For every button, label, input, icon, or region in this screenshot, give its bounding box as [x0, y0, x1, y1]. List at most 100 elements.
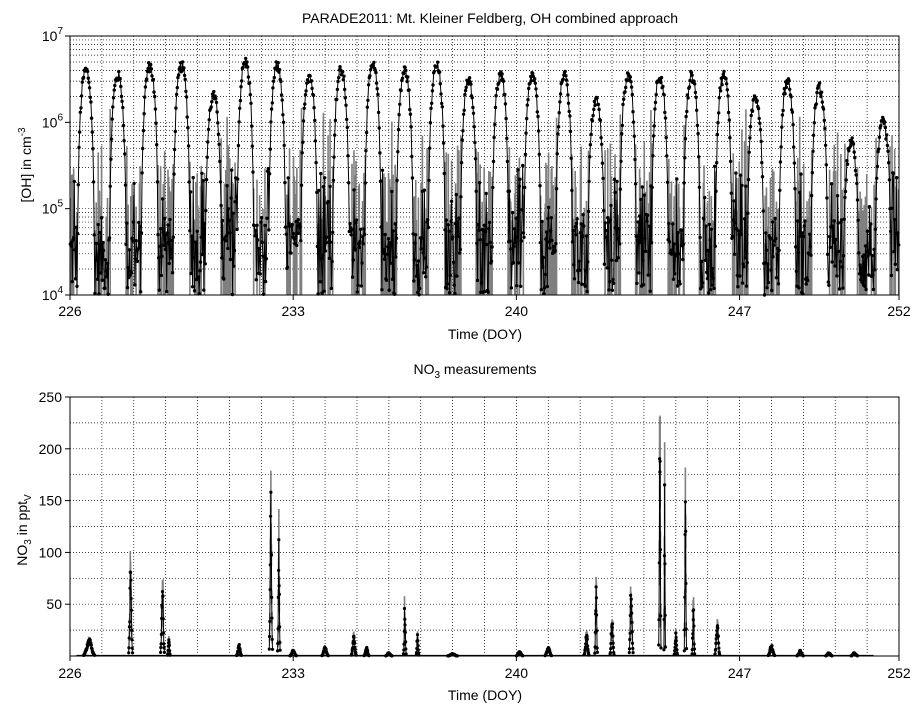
- oh-y-tick-exponent: 5: [57, 199, 63, 210]
- oh-data-point: [672, 242, 676, 246]
- no3-data-point: [684, 627, 688, 631]
- oh-data-point: [885, 133, 889, 137]
- no3-data-point: [416, 639, 420, 643]
- oh-data-point: [819, 90, 824, 94]
- oh-data-point: [358, 227, 363, 231]
- oh-data-point: [574, 221, 579, 226]
- oh-data-point: [507, 189, 512, 193]
- no3-data-point: [716, 626, 720, 630]
- oh-data-point: [81, 75, 86, 80]
- oh-chart-panel: PARADE2011: Mt. Kleiner Feldberg, OH com…: [17, 10, 911, 342]
- oh-data-point: [580, 235, 585, 239]
- oh-data-point: [214, 96, 218, 101]
- oh-data-point: [488, 240, 492, 245]
- oh-data-point: [295, 243, 299, 248]
- oh-data-point: [871, 287, 876, 292]
- oh-data-point: [142, 112, 146, 116]
- oh-data-point: [321, 253, 325, 258]
- oh-data-point: [717, 111, 721, 115]
- oh-data-point: [178, 65, 182, 70]
- no3-uncertainty-bars: [84, 415, 855, 654]
- oh-data-point: [851, 142, 856, 146]
- oh-data-point: [101, 248, 106, 253]
- oh-data-point: [525, 103, 529, 107]
- no3-data-point: [608, 651, 613, 655]
- oh-data-point: [349, 233, 353, 237]
- oh-data-point: [844, 178, 848, 182]
- oh-data-point: [168, 256, 173, 260]
- no3-data-point: [277, 592, 281, 596]
- no3-data-point: [610, 626, 614, 630]
- oh-data-point: [422, 188, 427, 192]
- no3-data-point: [657, 561, 661, 565]
- no3-data-point: [662, 648, 666, 652]
- oh-data-point: [705, 276, 710, 281]
- oh-data-point: [85, 69, 90, 74]
- oh-data-point: [584, 234, 589, 238]
- oh-data-point: [635, 238, 640, 242]
- oh-data-point: [778, 188, 782, 192]
- no3-y-axis: 50 100 150 200 250: [39, 389, 70, 612]
- oh-data-point: [405, 79, 409, 84]
- no3-x-tick-label: 247: [728, 665, 752, 681]
- oh-data-point: [768, 237, 773, 241]
- oh-data-point: [461, 112, 466, 117]
- no3-data-point: [629, 597, 633, 601]
- oh-data-point: [514, 216, 518, 220]
- oh-data-point: [76, 183, 81, 187]
- oh-data-point: [829, 182, 834, 186]
- oh-data-point: [895, 267, 899, 272]
- oh-data-point: [149, 62, 153, 67]
- oh-data-point: [464, 85, 468, 90]
- oh-data-point: [457, 251, 462, 255]
- no3-chart-panel: NO3 measurements 226 233 240 247 252 5010015…: [14, 361, 911, 703]
- oh-data-point: [394, 255, 398, 259]
- oh-data-point: [423, 256, 427, 260]
- oh-data-point: [637, 214, 642, 218]
- oh-data-point: [169, 252, 173, 256]
- oh-data-point: [743, 256, 747, 260]
- oh-data-point: [513, 241, 518, 245]
- no3-data-point: [683, 500, 688, 504]
- no3-ylabel-prefix: NO: [14, 545, 30, 566]
- oh-data-point: [537, 152, 541, 156]
- oh-data-point: [111, 105, 115, 109]
- oh-data-point: [705, 270, 709, 274]
- oh-data-point: [90, 130, 95, 134]
- no3-data-point: [353, 647, 357, 651]
- oh-data-point: [505, 136, 509, 141]
- oh-data-point: [413, 241, 417, 245]
- oh-data-point: [727, 118, 731, 122]
- oh-data-point: [612, 177, 617, 181]
- oh-x-tick-label: 247: [728, 303, 752, 319]
- oh-data-point: [408, 107, 412, 112]
- oh-data-point: [495, 87, 500, 91]
- oh-data-point: [131, 220, 136, 224]
- oh-data-point: [166, 223, 170, 227]
- no3-data-point: [692, 608, 696, 612]
- no3-data-point: [612, 652, 616, 657]
- oh-data-point: [631, 120, 636, 124]
- oh-data-point: [137, 245, 142, 249]
- oh-data-point: [618, 242, 622, 246]
- oh-data-point: [236, 143, 241, 148]
- oh-data-point: [165, 289, 169, 294]
- oh-data-point: [810, 171, 814, 175]
- oh-data-point: [777, 248, 781, 252]
- oh-data-point: [600, 142, 604, 146]
- oh-data-point: [853, 155, 857, 160]
- no3-data-point: [595, 650, 600, 654]
- oh-data-point: [490, 245, 494, 249]
- oh-data-point: [632, 134, 636, 138]
- oh-data-point: [253, 234, 257, 238]
- oh-data-point: [384, 278, 389, 282]
- oh-data-point: [353, 248, 357, 252]
- oh-data-point: [257, 247, 261, 251]
- oh-data-point: [661, 84, 665, 89]
- oh-data-point: [153, 107, 158, 111]
- oh-data-point: [492, 135, 496, 140]
- oh-data-point: [669, 252, 674, 256]
- oh-data-point: [578, 268, 582, 272]
- oh-data-point: [93, 258, 98, 262]
